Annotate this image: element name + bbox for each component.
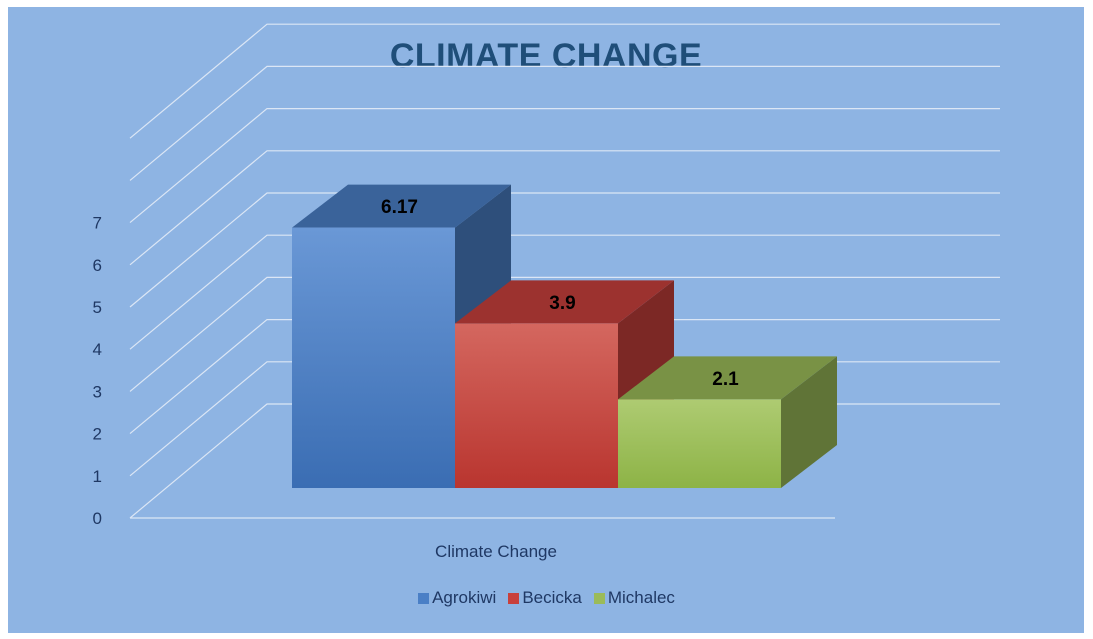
legend-swatch (418, 592, 430, 604)
data-label: 3.9 (549, 293, 575, 314)
gridline (129, 23, 1000, 139)
y-tick-label: 0 (93, 509, 102, 528)
legend-item: Michalec (593, 588, 675, 608)
legend-label: Becicka (522, 588, 582, 607)
bar-top-face (292, 184, 511, 228)
legend-label: Michalec (607, 588, 675, 607)
bar-michalec (618, 356, 837, 488)
bar-side-face (781, 356, 837, 488)
legend-swatch (593, 592, 605, 604)
y-tick-label: 7 (93, 214, 102, 233)
bar-front-face (618, 399, 781, 488)
gridline (129, 234, 1000, 350)
y-tick-label: 6 (93, 256, 102, 275)
bar-front-face (455, 323, 618, 488)
legend-item: Becicka (508, 588, 582, 608)
y-tick-label: 4 (93, 340, 102, 359)
gridline (129, 319, 1000, 435)
data-label: 6.17 (381, 197, 418, 218)
legend-swatch (508, 592, 520, 604)
data-label: 2.1 (712, 369, 739, 390)
gridline (129, 150, 1000, 266)
gridline (129, 276, 1000, 392)
chart-title: CLIMATE CHANGE (389, 37, 703, 75)
y-tick-label: 5 (93, 298, 102, 317)
bar-top-face (618, 356, 837, 400)
legend-item: Agrokiwi (418, 588, 496, 608)
gridline (129, 107, 1000, 224)
bar-becicka (455, 280, 674, 488)
y-tick-label: 2 (93, 425, 102, 444)
gridline (129, 192, 1000, 308)
bar-top-face (455, 280, 674, 324)
bar-front-face (292, 227, 455, 488)
gridline (129, 65, 1000, 181)
category-label: Climate Change (435, 542, 557, 561)
legend-label: Agrokiwi (432, 588, 497, 607)
legend: Agrokiwi Becicka Michalec (0, 588, 1093, 609)
y-tick-label: 1 (93, 467, 102, 486)
y-tick-label: 3 (93, 382, 102, 401)
